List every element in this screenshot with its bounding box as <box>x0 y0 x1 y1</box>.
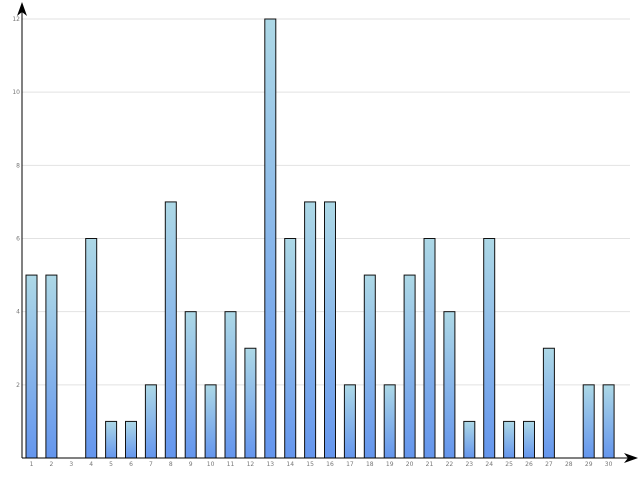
x-axis-arrowhead <box>624 453 638 463</box>
bar-22 <box>443 311 456 459</box>
y-tick-label: 2 <box>16 382 20 389</box>
bar-8 <box>164 201 177 459</box>
x-tick-label: 22 <box>446 461 454 468</box>
x-tick-label: 20 <box>406 461 414 468</box>
bar-6 <box>125 420 137 459</box>
x-tick-labels: 1 2 3 4 5 6 7 8 9 10 11 12 13 14 15 16 17 18 19 20 21 22 23 24 2… <box>30 461 613 468</box>
x-tick-label: 23 <box>465 461 473 468</box>
x-tick-label: 28 <box>565 461 573 468</box>
y-tick-label: 6 <box>16 236 20 243</box>
bar-17 <box>343 384 356 459</box>
axes <box>17 2 638 463</box>
x-tick-label: 2 <box>49 461 53 468</box>
x-tick-label: 24 <box>485 461 493 468</box>
bar-19 <box>383 384 396 459</box>
bar-30 <box>602 384 615 459</box>
x-tick-label: 29 <box>585 461 593 468</box>
x-tick-label: 1 <box>30 461 34 468</box>
x-tick-label: 15 <box>306 461 314 468</box>
x-tick-label: 18 <box>366 461 374 468</box>
bar-21 <box>423 238 436 459</box>
x-tick-label: 13 <box>266 461 274 468</box>
bar-2 <box>45 274 58 459</box>
x-tick-label: 5 <box>109 461 113 468</box>
bar-15 <box>304 201 317 459</box>
y-tick-labels: 2 4 6 8 10 12 <box>12 16 20 389</box>
bar-4 <box>85 238 98 459</box>
x-tick-label: 21 <box>426 461 434 468</box>
bar-1 <box>25 274 38 459</box>
bar-20 <box>403 274 416 459</box>
bar-26 <box>523 420 535 459</box>
y-tick-label: 4 <box>16 309 20 316</box>
x-tick-label: 16 <box>326 461 334 468</box>
bar-5 <box>105 420 118 459</box>
y-tick-label: 12 <box>12 16 20 23</box>
x-tick-label: 11 <box>227 461 235 468</box>
x-tick-label: 12 <box>247 461 255 468</box>
bar-10 <box>204 384 217 459</box>
x-tick-label: 19 <box>386 461 394 468</box>
x-tick-label: 10 <box>207 461 215 468</box>
y-axis-arrowhead <box>17 2 27 16</box>
bar-27 <box>542 347 555 459</box>
bar-25 <box>503 420 516 459</box>
bar-18 <box>363 274 376 459</box>
bar-24 <box>483 238 496 459</box>
x-tick-label: 30 <box>605 461 613 468</box>
x-tick-label: 25 <box>505 461 513 468</box>
x-tick-label: 7 <box>149 461 153 468</box>
x-tick-label: 26 <box>525 461 533 468</box>
x-tick-label: 3 <box>69 461 73 468</box>
bar-14 <box>284 238 297 459</box>
y-tick-label: 10 <box>12 89 20 96</box>
x-tick-label: 9 <box>189 461 193 468</box>
bar-23 <box>463 420 476 459</box>
x-tick-label: 17 <box>346 461 354 468</box>
bars <box>25 18 615 459</box>
bar-12 <box>244 347 257 459</box>
bar-16 <box>324 201 336 459</box>
bar-9 <box>184 311 197 459</box>
x-tick-label: 27 <box>545 461 553 468</box>
bar-13 <box>264 18 277 459</box>
bar-29 <box>582 384 595 459</box>
bar-11 <box>224 311 237 459</box>
y-tick-label: 8 <box>16 162 20 169</box>
bar-7 <box>144 384 157 459</box>
x-tick-label: 8 <box>169 461 173 468</box>
x-tick-label: 6 <box>129 461 133 468</box>
x-tick-label: 14 <box>286 461 294 468</box>
x-tick-label: 4 <box>89 461 93 468</box>
